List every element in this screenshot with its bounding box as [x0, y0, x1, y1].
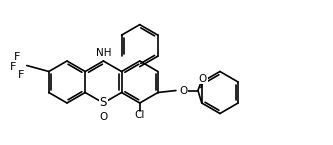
Text: F: F — [18, 69, 24, 79]
Text: O: O — [99, 112, 108, 122]
Text: NH: NH — [96, 48, 111, 58]
Text: S: S — [100, 97, 107, 109]
Text: F: F — [10, 61, 16, 71]
Text: Cl: Cl — [135, 110, 145, 120]
Text: O: O — [199, 74, 207, 84]
Text: O: O — [179, 86, 187, 96]
Text: F: F — [14, 52, 20, 62]
